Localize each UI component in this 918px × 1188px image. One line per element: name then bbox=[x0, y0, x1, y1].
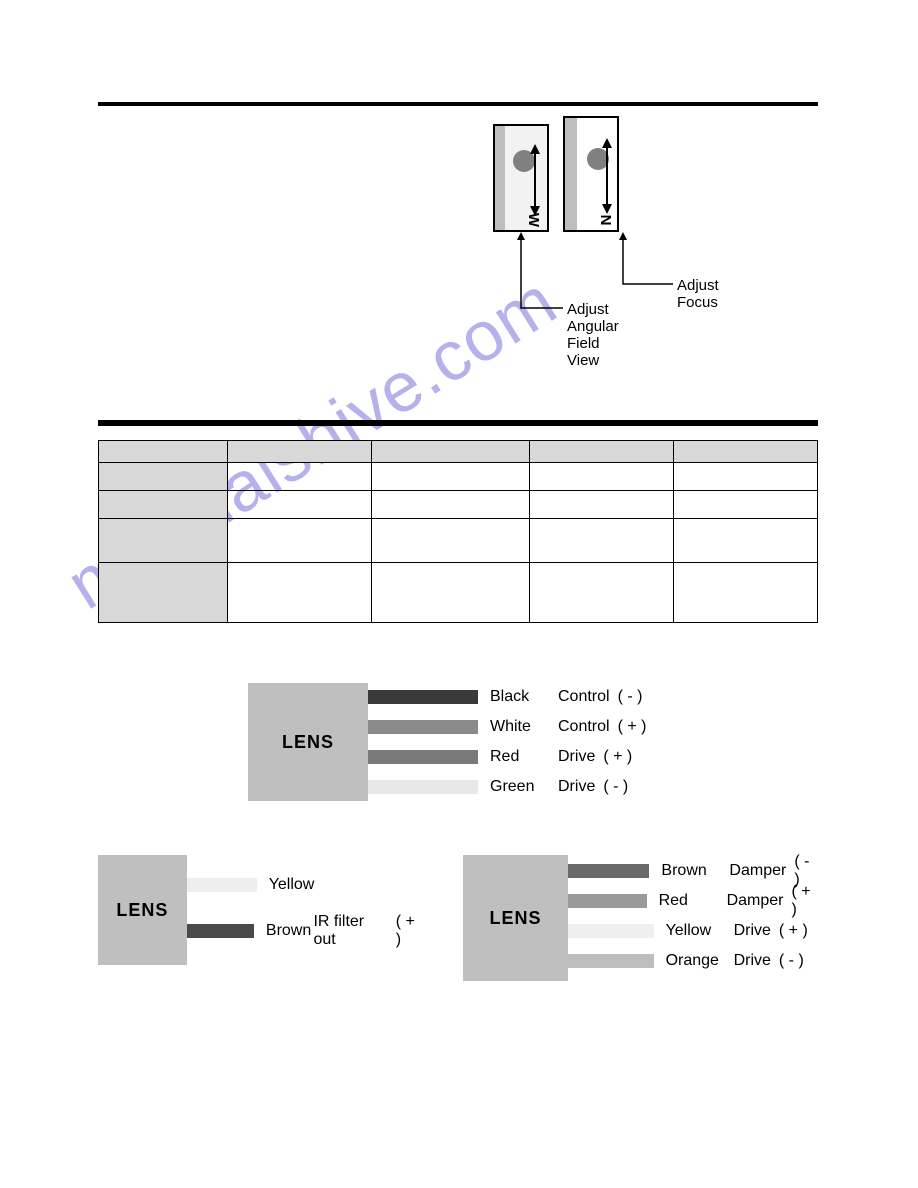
table-cell bbox=[372, 463, 530, 491]
table-header-cell bbox=[228, 441, 372, 463]
wire-desc: Damper bbox=[729, 862, 786, 880]
wire-sign: ( - ) bbox=[779, 952, 804, 970]
wire-desc: Drive bbox=[558, 748, 595, 766]
table-header-row bbox=[99, 441, 818, 463]
table-rowhdr bbox=[99, 563, 228, 623]
wire-name: Brown bbox=[661, 862, 721, 880]
wire-desc: Control bbox=[558, 688, 610, 706]
wire-row: Black Control ( - ) bbox=[368, 685, 646, 709]
table-header-cell bbox=[372, 441, 530, 463]
wire-bar bbox=[368, 780, 478, 794]
wire-name: Brown bbox=[266, 922, 310, 940]
lens-bottom-row: LENS Yellow Brown IR filter out ( + ) LE… bbox=[98, 855, 818, 981]
wire-bar bbox=[568, 864, 650, 878]
table-cell bbox=[228, 519, 372, 563]
table-cell bbox=[530, 463, 674, 491]
wire-desc: Drive bbox=[558, 778, 595, 796]
lens-left-wires: Yellow Brown IR filter out ( + ) bbox=[187, 855, 424, 981]
lens-main-box: LENS bbox=[248, 683, 368, 801]
table-header-cell bbox=[530, 441, 674, 463]
wire-bar bbox=[368, 690, 478, 704]
wire-sign: ( + ) bbox=[791, 883, 818, 919]
table-header-cell bbox=[674, 441, 818, 463]
table-cell bbox=[372, 519, 530, 563]
lens-right-diagram: LENS Brown Damper ( - ) Red Damper ( + )… bbox=[463, 855, 818, 981]
wire-name: Red bbox=[490, 748, 550, 766]
table-cell bbox=[530, 519, 674, 563]
callout-lines bbox=[483, 116, 823, 326]
wire-bar bbox=[568, 924, 654, 938]
callout-angular: Adjust Angular Field View bbox=[567, 301, 619, 369]
table-cell bbox=[674, 519, 818, 563]
page-content: T W T 8 bbox=[98, 0, 818, 981]
wire-row: Yellow bbox=[187, 873, 424, 897]
table-cell bbox=[530, 563, 674, 623]
wire-row: Brown IR filter out ( + ) bbox=[187, 919, 424, 943]
table-header-cell bbox=[99, 441, 228, 463]
wire-desc: Drive bbox=[734, 952, 771, 970]
wire-name: Orange bbox=[666, 952, 726, 970]
table-cell bbox=[228, 463, 372, 491]
wire-sign: ( + ) bbox=[779, 922, 808, 940]
lens-right-wires: Brown Damper ( - ) Red Damper ( + ) Yell… bbox=[568, 855, 818, 981]
table-cell bbox=[228, 563, 372, 623]
spec-table bbox=[98, 440, 818, 623]
lens-left-diagram: LENS Yellow Brown IR filter out ( + ) bbox=[98, 855, 423, 981]
table-rowhdr bbox=[99, 491, 228, 519]
wire-row: Orange Drive ( - ) bbox=[568, 949, 818, 973]
table-row bbox=[99, 491, 818, 519]
table-row bbox=[99, 519, 818, 563]
callout-focus: Adjust Focus bbox=[677, 277, 719, 311]
table-row bbox=[99, 463, 818, 491]
lens-right-box: LENS bbox=[463, 855, 567, 981]
wire-name: Black bbox=[490, 688, 550, 706]
table-rowhdr bbox=[99, 519, 228, 563]
wire-row: Red Damper ( + ) bbox=[568, 889, 818, 913]
table-cell bbox=[228, 491, 372, 519]
wire-desc: Drive bbox=[734, 922, 771, 940]
table-row bbox=[99, 563, 818, 623]
wire-desc: Damper bbox=[727, 892, 784, 910]
wire-sign: ( + ) bbox=[618, 718, 647, 736]
wire-desc: IR filter out bbox=[313, 913, 387, 949]
wire-row: Green Drive ( - ) bbox=[368, 775, 646, 799]
lens-main-wires: Black Control ( - ) White Control ( + ) … bbox=[368, 683, 646, 805]
wire-desc: Control bbox=[558, 718, 610, 736]
wire-name: Green bbox=[490, 778, 550, 796]
wire-row: White Control ( + ) bbox=[368, 715, 646, 739]
wire-bar bbox=[568, 894, 647, 908]
adjust-diagram: T W T 8 bbox=[98, 106, 818, 366]
table-cell bbox=[530, 491, 674, 519]
table-cell bbox=[674, 563, 818, 623]
wire-row: Red Drive ( + ) bbox=[368, 745, 646, 769]
lens-left-box: LENS bbox=[98, 855, 187, 965]
lens-main-diagram: LENS Black Control ( - ) White Control (… bbox=[248, 683, 818, 805]
wire-bar bbox=[368, 720, 478, 734]
wire-row: Brown Damper ( - ) bbox=[568, 859, 818, 883]
table-cell bbox=[674, 463, 818, 491]
table-cell bbox=[674, 491, 818, 519]
table-cell bbox=[372, 491, 530, 519]
wire-bar bbox=[187, 878, 257, 892]
table-cell bbox=[372, 563, 530, 623]
wire-row: Yellow Drive ( + ) bbox=[568, 919, 818, 943]
wire-name: Red bbox=[659, 892, 719, 910]
wire-sign: ( - ) bbox=[618, 688, 643, 706]
wire-name: Yellow bbox=[666, 922, 726, 940]
wire-bar bbox=[368, 750, 478, 764]
wire-name: Yellow bbox=[269, 876, 315, 894]
wire-name: White bbox=[490, 718, 550, 736]
wire-sign: ( - ) bbox=[603, 778, 628, 796]
wire-bar bbox=[568, 954, 654, 968]
table-rowhdr bbox=[99, 463, 228, 491]
wire-bar bbox=[187, 924, 254, 938]
wire-sign: ( + ) bbox=[396, 913, 424, 949]
wire-sign: ( + ) bbox=[603, 748, 632, 766]
